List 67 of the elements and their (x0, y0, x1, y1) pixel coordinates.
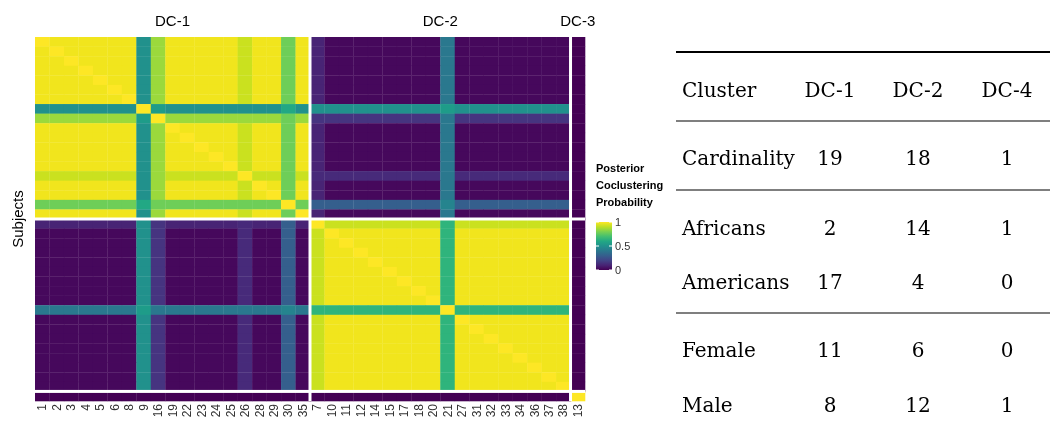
x-tick-label: 7 (310, 403, 325, 411)
data-label: 17 (817, 270, 843, 294)
data-label: 1 (1000, 146, 1014, 170)
x-tick-label: 19 (165, 403, 180, 418)
text: DC-2 (422, 12, 458, 29)
x-tick-label: 35 (295, 403, 310, 418)
text: DC-4 (981, 78, 1033, 102)
x-tick-label: 15 (382, 403, 397, 418)
x-tick-label: 18 (411, 403, 426, 418)
x-tick-label: 6 (107, 403, 122, 411)
x-tick-label: 20 (426, 403, 441, 418)
text: DC-1 (154, 12, 191, 29)
x-tick-label: 26 (238, 403, 253, 418)
x-tick-label: 9 (136, 403, 151, 411)
x-tick-label: 1 (35, 403, 50, 411)
data-label: 1 (1000, 216, 1014, 240)
x-tick-label: 27 (455, 403, 470, 418)
text: DC-1 (804, 78, 856, 102)
category-label: Female (682, 338, 756, 362)
x-tick-label: 36 (527, 403, 542, 418)
data-label: 11 (817, 338, 843, 362)
x-tick-label: 16 (151, 403, 166, 418)
x-tick-label: 5 (93, 403, 108, 411)
data-label: 0 (1000, 270, 1014, 294)
color-bar-label: 0.5 (615, 239, 631, 252)
x-tick-label: 30 (281, 403, 296, 418)
data-label: 0 (1000, 338, 1014, 362)
color-bar-label: 1 (615, 215, 622, 228)
x-tick-label: 3 (64, 403, 79, 411)
category-label: Africans (681, 216, 766, 240)
x-tick-label: 21 (440, 403, 455, 418)
data-label: 19 (817, 146, 843, 170)
y-axis-title: Subjects (9, 190, 26, 248)
x-tick-label: 12 (353, 403, 368, 418)
x-tick-label: 4 (78, 403, 93, 411)
text: DC-3 (560, 12, 596, 29)
x-tick-label: 31 (469, 403, 484, 418)
x-tick-label: 14 (368, 403, 383, 418)
category-label: Cardinality (682, 146, 796, 170)
x-tick-label: 22 (180, 403, 195, 418)
x-tick-label: 17 (397, 403, 412, 418)
x-tick-label: 34 (513, 403, 528, 418)
x-tick-label: 29 (267, 403, 282, 418)
x-tick-label: 23 (194, 403, 209, 418)
data-label: 14 (905, 216, 931, 240)
data-label: 18 (905, 146, 931, 170)
x-tick-label: 10 (324, 403, 339, 418)
x-tick-label: 8 (122, 403, 137, 411)
data-label: 6 (911, 338, 925, 362)
data-label: 2 (823, 216, 837, 240)
x-tick-label: 13 (570, 403, 585, 418)
x-tick-label: 24 (209, 403, 224, 418)
x-tick-label: 37 (542, 403, 557, 418)
x-tick-label: 11 (339, 403, 354, 417)
x-tick-label: 2 (49, 403, 64, 411)
color-bar-label: 0 (615, 263, 622, 276)
text: Cluster (682, 78, 757, 102)
text: DC-2 (892, 78, 944, 102)
x-tick-label: 32 (484, 403, 499, 418)
data-label: 4 (911, 270, 925, 294)
x-tick-label: 25 (223, 403, 238, 418)
color-bar-title: Posterior Coclustering Probability (596, 162, 664, 208)
category-label: Americans (681, 270, 790, 294)
x-tick-label: 28 (252, 403, 267, 418)
category-label: Male (682, 393, 733, 417)
x-tick-label: 38 (556, 403, 571, 418)
x-tick-label: 33 (498, 403, 513, 418)
